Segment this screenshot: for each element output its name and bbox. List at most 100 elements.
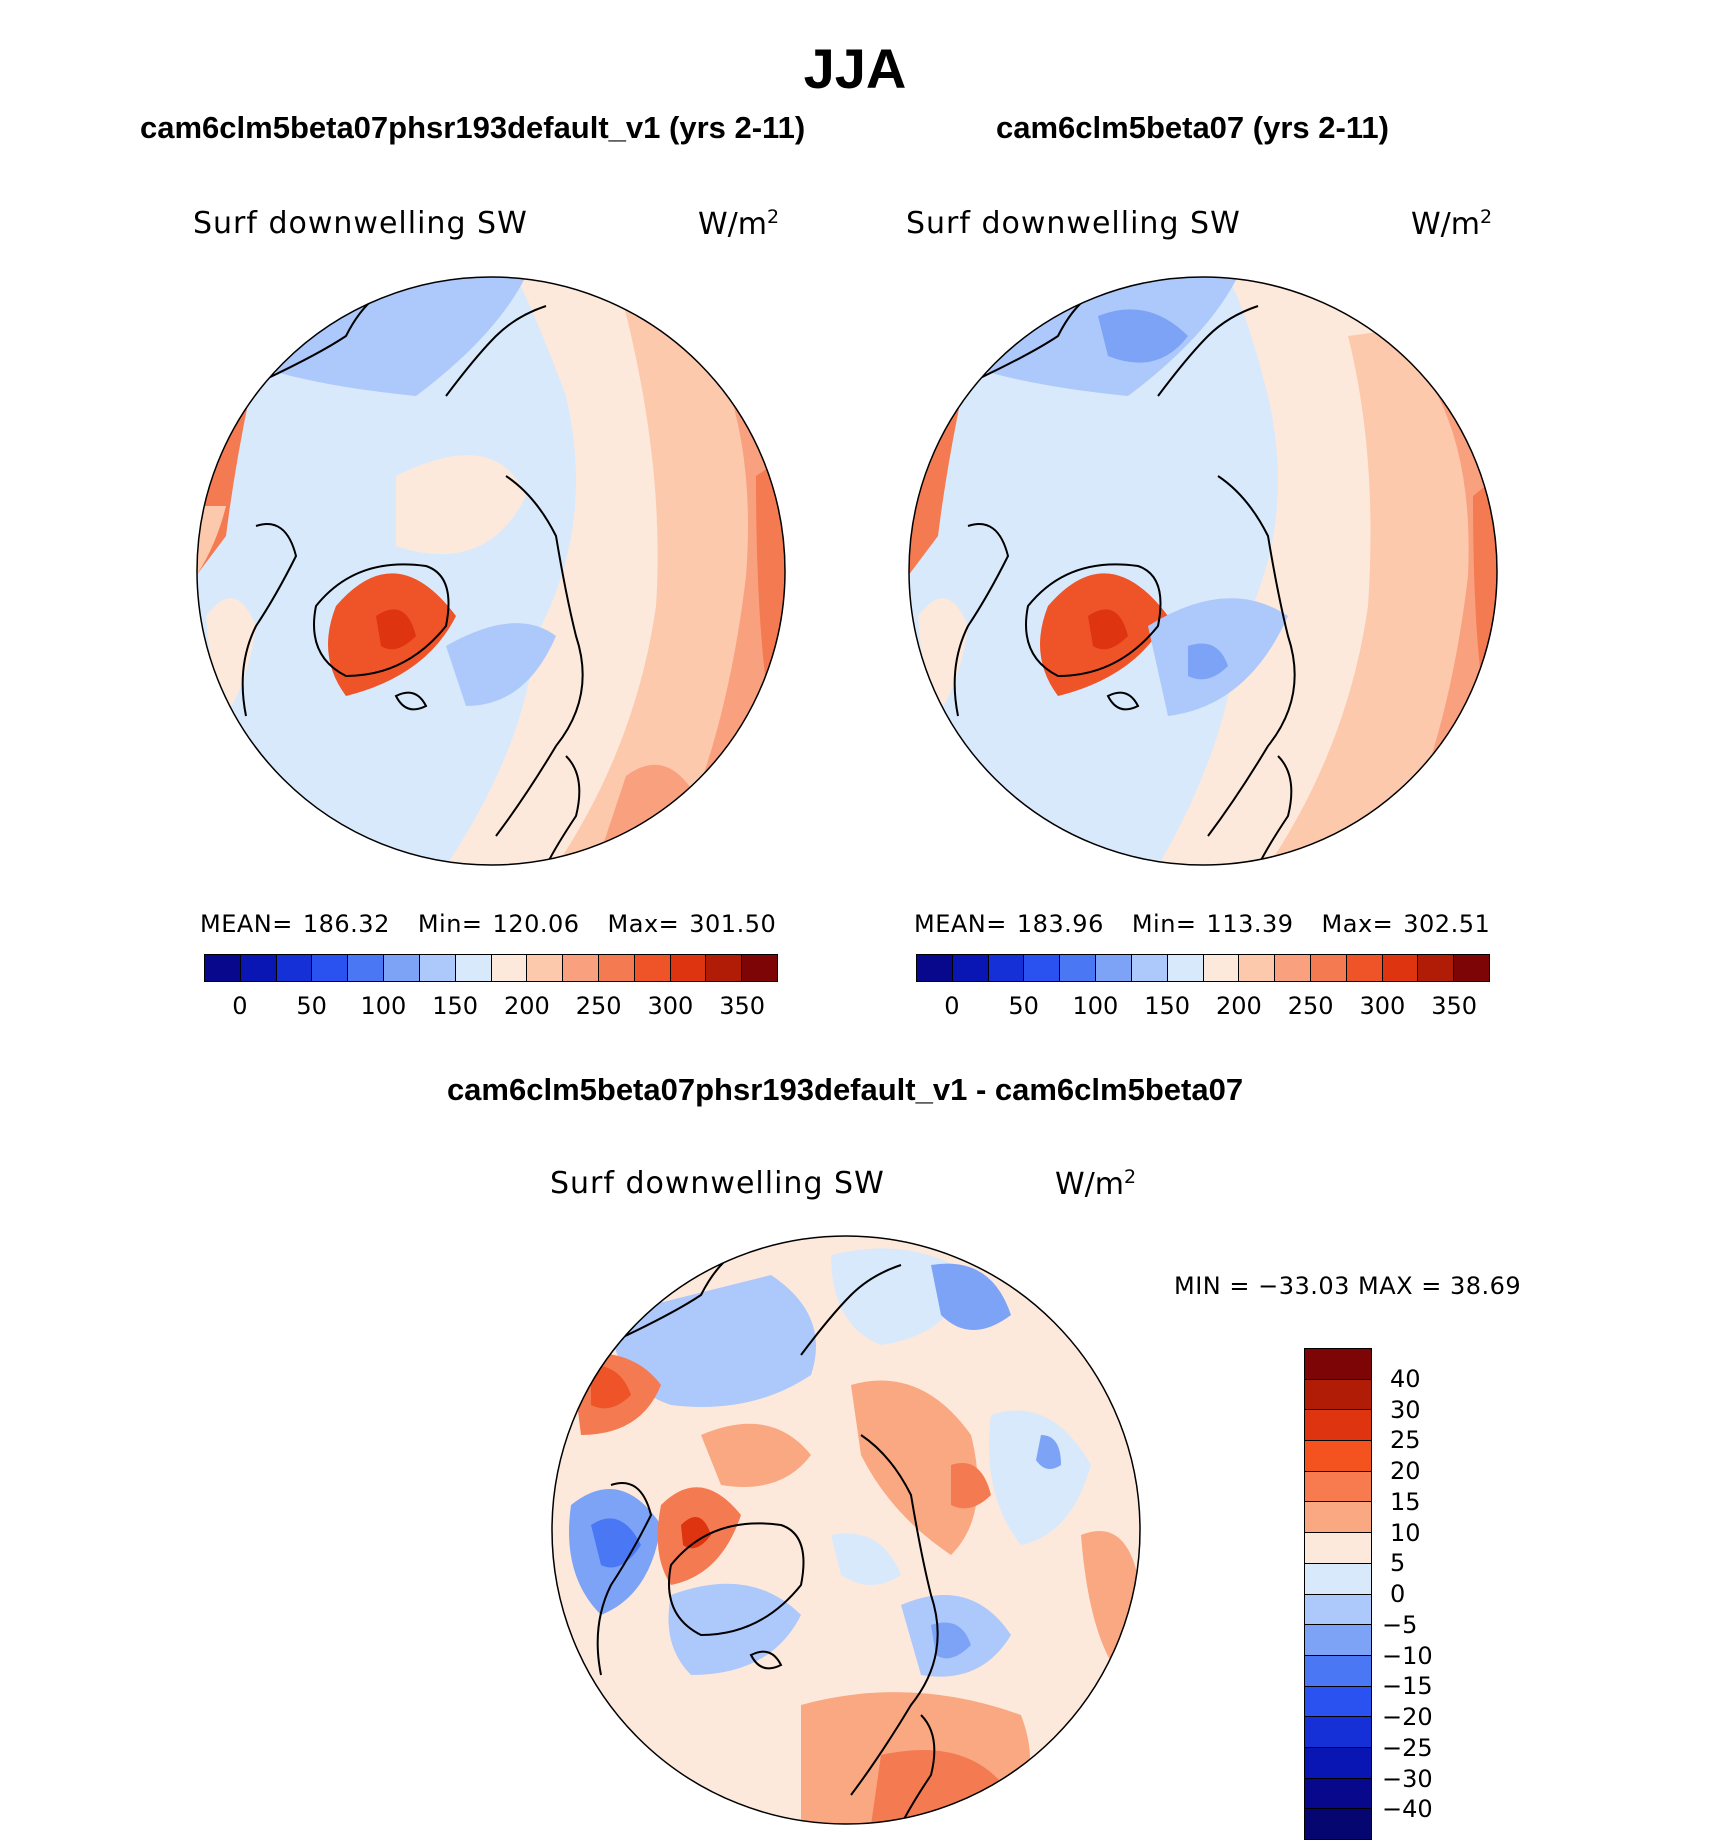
diff-colorbar-swatch <box>1305 1655 1371 1687</box>
panel-2-colorbar-tick-label: 350 <box>1431 992 1478 1020</box>
diff-colorbar-swatch <box>1305 1563 1371 1595</box>
panel-2-colorbar-swatch <box>1096 955 1132 981</box>
diff-colorbar-tick-label: 5 <box>1390 1549 1406 1578</box>
panel-2-colorbar-swatch <box>1454 955 1489 981</box>
diff-colorbar-swatch <box>1305 1809 1371 1839</box>
panel-1-colorbar-tick-label: 150 <box>432 992 479 1020</box>
panel-1-colorbar-swatch <box>491 955 528 981</box>
panel-1-colorbar-swatch <box>670 955 707 981</box>
panel-2-colorbar-swatch <box>952 955 989 981</box>
diff-colorbar-tick-label: 10 <box>1390 1518 1421 1547</box>
diff-colorbar-tick-label: −5 <box>1382 1610 1418 1639</box>
panel-2-colorbar-tick-label: 200 <box>1215 992 1262 1020</box>
diff-colorbar-ticks: 40 30 25 20 15 10 5 0 −5 −10 −15 −20 −25 −30 −40 <box>1382 1348 1462 1840</box>
panel-2-colorbar-tick-label: 300 <box>1359 992 1406 1020</box>
panel-2-colorbar-swatch <box>1131 955 1168 981</box>
panel-2-colorbar-swatch <box>1418 955 1455 981</box>
panel-1-colorbar-tick-label: 50 <box>296 992 327 1020</box>
panel-1-colorbar-swatch <box>384 955 420 981</box>
panel-2-colorbar-swatch <box>1167 955 1204 981</box>
panel-2-colorbar-tick-label: 0 <box>944 992 960 1020</box>
panel-1-colorbar-swatch <box>706 955 743 981</box>
diff-colorbar-tick-label: 20 <box>1390 1457 1421 1485</box>
panel-1-variable-label: Surf downwelling SW <box>193 206 528 241</box>
panel-1-colorbar-tick-label: 200 <box>503 992 550 1020</box>
panel-2-colorbar-swatch <box>1310 955 1347 981</box>
panel-1-colorbar-swatch <box>455 955 492 981</box>
panel-1-colorbar-ticks: 0 50 100 150 200 250 300 350 <box>204 992 778 1022</box>
panel-2-colorbar <box>916 954 1490 982</box>
panel-2-title: cam6clm5beta07 (yrs 2-11) <box>996 110 1389 145</box>
panel-1-colorbar-swatch <box>527 955 564 981</box>
panel-2-colorbar-swatch <box>917 955 953 981</box>
diff-colorbar-swatch <box>1305 1747 1371 1779</box>
panel-1-colorbar-swatch <box>634 955 671 981</box>
panel-2-colorbar-swatch <box>1346 955 1383 981</box>
panel-1-colorbar-swatch <box>563 955 599 981</box>
diff-colorbar-swatch <box>1305 1686 1371 1718</box>
diff-colorbar-swatch <box>1305 1410 1371 1442</box>
diff-colorbar-swatch <box>1305 1625 1371 1656</box>
diff-colorbar-swatch <box>1305 1379 1371 1411</box>
panel-2-colorbar-ticks: 0 50 100 150 200 250 300 350 <box>916 992 1490 1022</box>
panel-1-colorbar-swatch <box>205 955 241 981</box>
panel-2-polar-map <box>908 276 1498 866</box>
diff-colorbar-tick-label: −15 <box>1382 1672 1433 1701</box>
diff-minmax: MIN = −33.03 MAX = 38.69 <box>1174 1272 1522 1300</box>
panel-1-colorbar-swatch <box>598 955 635 981</box>
diff-colorbar-swatch <box>1305 1778 1371 1810</box>
diff-colorbar-tick-label: −40 <box>1382 1795 1433 1824</box>
diff-colorbar-tick-label: −25 <box>1382 1733 1433 1762</box>
panel-2-colorbar-swatch <box>1275 955 1311 981</box>
diff-colorbar-swatch <box>1305 1471 1371 1503</box>
panel-1-colorbar-tick-label: 0 <box>232 992 248 1020</box>
panel-1-units: W/m2 <box>698 206 780 242</box>
panel-2-variable-label: Surf downwelling SW <box>906 206 1241 241</box>
diff-colorbar-tick-label: −30 <box>1382 1764 1433 1793</box>
panel-2-stats: MEAN= 183.96 Min= 113.39 Max= 302.51 <box>914 910 1491 938</box>
main-title: JJA <box>803 37 907 100</box>
diff-colorbar-swatch <box>1305 1533 1371 1564</box>
panel-1-colorbar-swatch <box>276 955 313 981</box>
diff-units: W/m2 <box>1055 1166 1137 1202</box>
diff-colorbar-tick-label: 0 <box>1390 1580 1406 1608</box>
diff-colorbar-tick-label: 25 <box>1390 1426 1421 1455</box>
panel-2-colorbar-swatch <box>1203 955 1240 981</box>
panel-2-colorbar-tick-label: 100 <box>1072 992 1119 1020</box>
panel-1-colorbar-tick-label: 100 <box>360 992 407 1020</box>
diff-colorbar-tick-label: 15 <box>1390 1487 1421 1516</box>
diff-colorbar-tick-label: 30 <box>1390 1395 1421 1424</box>
diff-colorbar-swatch <box>1305 1502 1371 1534</box>
panel-2-colorbar-swatch <box>988 955 1025 981</box>
panel-2-colorbar-tick-label: 250 <box>1287 992 1334 1020</box>
panel-1-colorbar-tick-label: 250 <box>575 992 622 1020</box>
diff-colorbar-swatch <box>1305 1594 1371 1626</box>
panel-1-colorbar-swatch <box>348 955 385 981</box>
diff-colorbar-swatch <box>1305 1441 1371 1472</box>
panel-1-colorbar-tick-label: 350 <box>719 992 766 1020</box>
panel-2-colorbar-tick-label: 150 <box>1144 992 1191 1020</box>
panel-1-colorbar-swatch <box>240 955 277 981</box>
panel-2-colorbar-tick-label: 50 <box>1008 992 1039 1020</box>
diff-colorbar-swatch <box>1305 1349 1371 1380</box>
panel-1-colorbar-swatch <box>312 955 349 981</box>
panel-1-stats: MEAN= 186.32 Min= 120.06 Max= 301.50 <box>200 910 777 938</box>
diff-polar-map <box>551 1235 1141 1825</box>
panel-2-units: W/m2 <box>1411 206 1493 242</box>
panel-2-colorbar-swatch <box>1060 955 1097 981</box>
panel-1-colorbar-swatch <box>419 955 456 981</box>
panel-1-polar-map <box>196 276 786 866</box>
diff-colorbar-tick-label: −20 <box>1382 1703 1433 1731</box>
diff-colorbar <box>1304 1348 1372 1840</box>
diff-colorbar-tick-label: 40 <box>1390 1364 1421 1393</box>
diff-variable-label: Surf downwelling SW <box>550 1166 885 1201</box>
panel-1-colorbar-swatch <box>742 955 777 981</box>
panel-1-colorbar-tick-label: 300 <box>647 992 694 1020</box>
diff-colorbar-tick-label: −10 <box>1382 1641 1433 1670</box>
panel-1-colorbar <box>204 954 778 982</box>
panel-1-title: cam6clm5beta07phsr193default_v1 (yrs 2-1… <box>140 110 806 145</box>
panel-2-colorbar-swatch <box>1024 955 1061 981</box>
panel-2-colorbar-swatch <box>1239 955 1276 981</box>
diff-colorbar-swatch <box>1305 1717 1371 1748</box>
panel-2-colorbar-swatch <box>1382 955 1419 981</box>
